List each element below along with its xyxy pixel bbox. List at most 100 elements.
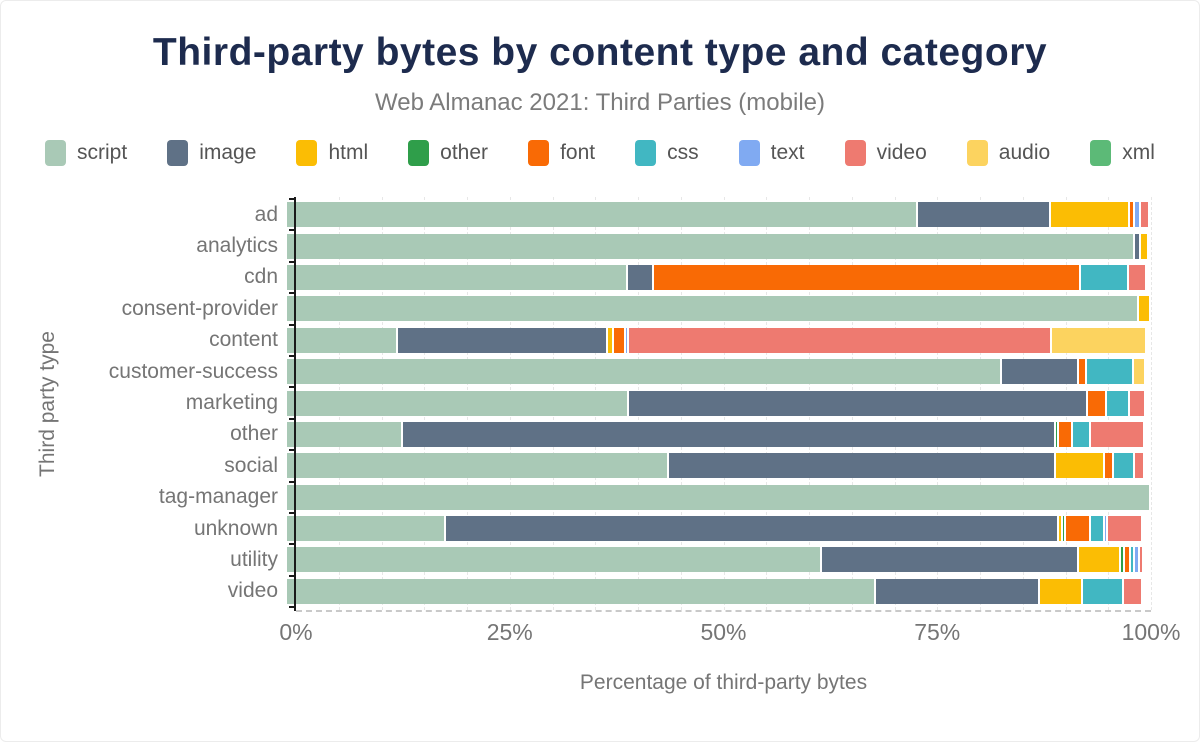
category-label-utility: utility bbox=[230, 547, 278, 571]
legend-item-other[interactable]: other bbox=[408, 140, 488, 166]
bar-segment-utility-text[interactable] bbox=[1135, 547, 1140, 573]
bar-segment-unknown-font[interactable] bbox=[1066, 516, 1092, 542]
bar-segment-video-script[interactable] bbox=[287, 578, 877, 604]
category-label-customer-success: customer-success bbox=[108, 359, 278, 383]
bar-segment-unknown-text[interactable] bbox=[1105, 516, 1108, 542]
bar-segment-customer-success-script[interactable] bbox=[287, 359, 1003, 385]
legend-item-xml[interactable]: xml bbox=[1090, 140, 1155, 166]
bar-segment-customer-success-audio[interactable] bbox=[1133, 359, 1146, 385]
bar-segment-other-image[interactable] bbox=[402, 421, 1056, 447]
legend-item-audio[interactable]: audio bbox=[966, 140, 1051, 166]
bar-segment-content-text[interactable] bbox=[625, 327, 630, 353]
bar-segment-social-video[interactable] bbox=[1135, 453, 1145, 479]
bar-segment-analytics-image[interactable] bbox=[1135, 233, 1142, 259]
bar-segment-consent-provider-html[interactable] bbox=[1138, 296, 1151, 322]
bar-segment-other-script[interactable] bbox=[287, 421, 403, 447]
bar-segment-customer-success-font[interactable] bbox=[1079, 359, 1088, 385]
bar-customer-success bbox=[287, 359, 1151, 385]
bar-segment-ad-text[interactable] bbox=[1134, 202, 1142, 228]
bar-segment-ad-image[interactable] bbox=[917, 202, 1051, 228]
bar-segment-video-css[interactable] bbox=[1082, 578, 1125, 604]
bar-segment-utility-font[interactable] bbox=[1125, 547, 1132, 573]
bar-segment-unknown-image[interactable] bbox=[445, 516, 1060, 542]
category-label-other: other bbox=[230, 422, 278, 446]
legend-label-css: css bbox=[667, 141, 699, 164]
other-swatch-icon bbox=[408, 140, 430, 166]
bar-segment-cdn-script[interactable] bbox=[287, 264, 629, 290]
bar-segment-other-video[interactable] bbox=[1091, 421, 1145, 447]
bar-segment-other-font[interactable] bbox=[1059, 421, 1074, 447]
y-axis-tick bbox=[289, 574, 295, 577]
bar-segment-social-font[interactable] bbox=[1105, 453, 1114, 479]
bar-segment-content-video[interactable] bbox=[629, 327, 1052, 353]
bar-segment-customer-success-css[interactable] bbox=[1087, 359, 1134, 385]
y-axis-tick bbox=[289, 606, 295, 609]
bar-rows: ad analytics cdn consent-provider content cus… bbox=[1, 199, 1151, 607]
text-swatch-icon bbox=[738, 140, 760, 166]
y-axis-tick bbox=[289, 198, 295, 200]
bar-segment-marketing-font[interactable] bbox=[1087, 390, 1107, 416]
bar-segment-analytics-script[interactable] bbox=[287, 233, 1136, 259]
bar-segment-ad-script[interactable] bbox=[287, 202, 918, 228]
legend-item-video[interactable]: video bbox=[844, 140, 927, 166]
bar-segment-social-html[interactable] bbox=[1055, 453, 1106, 479]
bar-video bbox=[287, 578, 1151, 604]
bar-segment-ad-video[interactable] bbox=[1141, 202, 1151, 228]
legend-item-image[interactable]: image bbox=[167, 140, 256, 166]
bar-segment-utility-css[interactable] bbox=[1131, 547, 1136, 573]
bar-segment-cdn-font[interactable] bbox=[654, 264, 1081, 290]
legend-item-html[interactable]: html bbox=[296, 140, 368, 166]
bar-segment-marketing-script[interactable] bbox=[287, 390, 630, 416]
legend-label-xml: xml bbox=[1122, 141, 1155, 164]
bar-segment-marketing-image[interactable] bbox=[629, 390, 1088, 416]
bar-segment-utility-script[interactable] bbox=[287, 547, 822, 573]
bar-segment-marketing-video[interactable] bbox=[1130, 390, 1146, 416]
bar-segment-cdn-css[interactable] bbox=[1080, 264, 1130, 290]
category-label-social: social bbox=[224, 453, 278, 477]
bar-segment-social-css[interactable] bbox=[1113, 453, 1136, 479]
bar-segment-cdn-video[interactable] bbox=[1129, 264, 1147, 290]
bar-segment-utility-image[interactable] bbox=[821, 547, 1080, 573]
bar-segment-social-image[interactable] bbox=[668, 453, 1056, 479]
bar-segment-ad-html[interactable] bbox=[1050, 202, 1131, 228]
legend-item-font[interactable]: font bbox=[528, 140, 595, 166]
bar-segment-cdn-image[interactable] bbox=[628, 264, 655, 290]
legend-label-audio: audio bbox=[998, 141, 1051, 164]
bar-segment-utility-video[interactable] bbox=[1139, 547, 1145, 573]
script-swatch-icon bbox=[45, 140, 66, 166]
bar-segment-ad-font[interactable] bbox=[1130, 202, 1135, 228]
bar-segment-video-html[interactable] bbox=[1039, 578, 1083, 604]
y-axis-tick bbox=[289, 449, 295, 452]
bar-segment-social-script[interactable] bbox=[287, 453, 669, 479]
bar-segment-marketing-css[interactable] bbox=[1106, 390, 1131, 416]
bar-segment-content-html[interactable] bbox=[608, 327, 615, 353]
table-row: ad bbox=[1, 199, 1151, 230]
bar-segment-unknown-other[interactable] bbox=[1062, 516, 1067, 542]
legend-item-css[interactable]: css bbox=[635, 140, 699, 166]
bar-consent-provider bbox=[287, 296, 1151, 322]
bar-segment-content-script[interactable] bbox=[287, 327, 399, 353]
bar-segment-unknown-script[interactable] bbox=[287, 516, 446, 542]
bar-segment-unknown-video[interactable] bbox=[1107, 516, 1144, 542]
bar-segment-content-image[interactable] bbox=[398, 327, 609, 353]
bar-segment-video-image[interactable] bbox=[876, 578, 1040, 604]
bar-segment-other-css[interactable] bbox=[1073, 421, 1092, 447]
bar-segment-unknown-html[interactable] bbox=[1059, 516, 1063, 542]
bar-segment-other-other[interactable] bbox=[1055, 421, 1060, 447]
y-axis-tick bbox=[289, 323, 295, 326]
bar-segment-utility-other[interactable] bbox=[1120, 547, 1126, 573]
bar-segment-analytics-html[interactable] bbox=[1141, 233, 1150, 259]
category-label-unknown: unknown bbox=[193, 516, 278, 540]
bar-segment-customer-success-image[interactable] bbox=[1002, 359, 1080, 385]
bar-segment-unknown-css[interactable] bbox=[1091, 516, 1106, 542]
bar-segment-content-font[interactable] bbox=[614, 327, 626, 353]
bar-marketing bbox=[287, 390, 1151, 416]
bar-segment-utility-html[interactable] bbox=[1079, 547, 1121, 573]
bar-segment-content-audio[interactable] bbox=[1051, 327, 1148, 353]
legend-item-script[interactable]: script bbox=[45, 140, 127, 166]
bar-segment-video-video[interactable] bbox=[1124, 578, 1144, 604]
bar-segment-consent-provider-script[interactable] bbox=[287, 296, 1139, 322]
bar-segment-tag-manager-script[interactable] bbox=[287, 484, 1151, 510]
legend-item-text[interactable]: text bbox=[738, 140, 805, 166]
bar-unknown bbox=[287, 516, 1151, 542]
